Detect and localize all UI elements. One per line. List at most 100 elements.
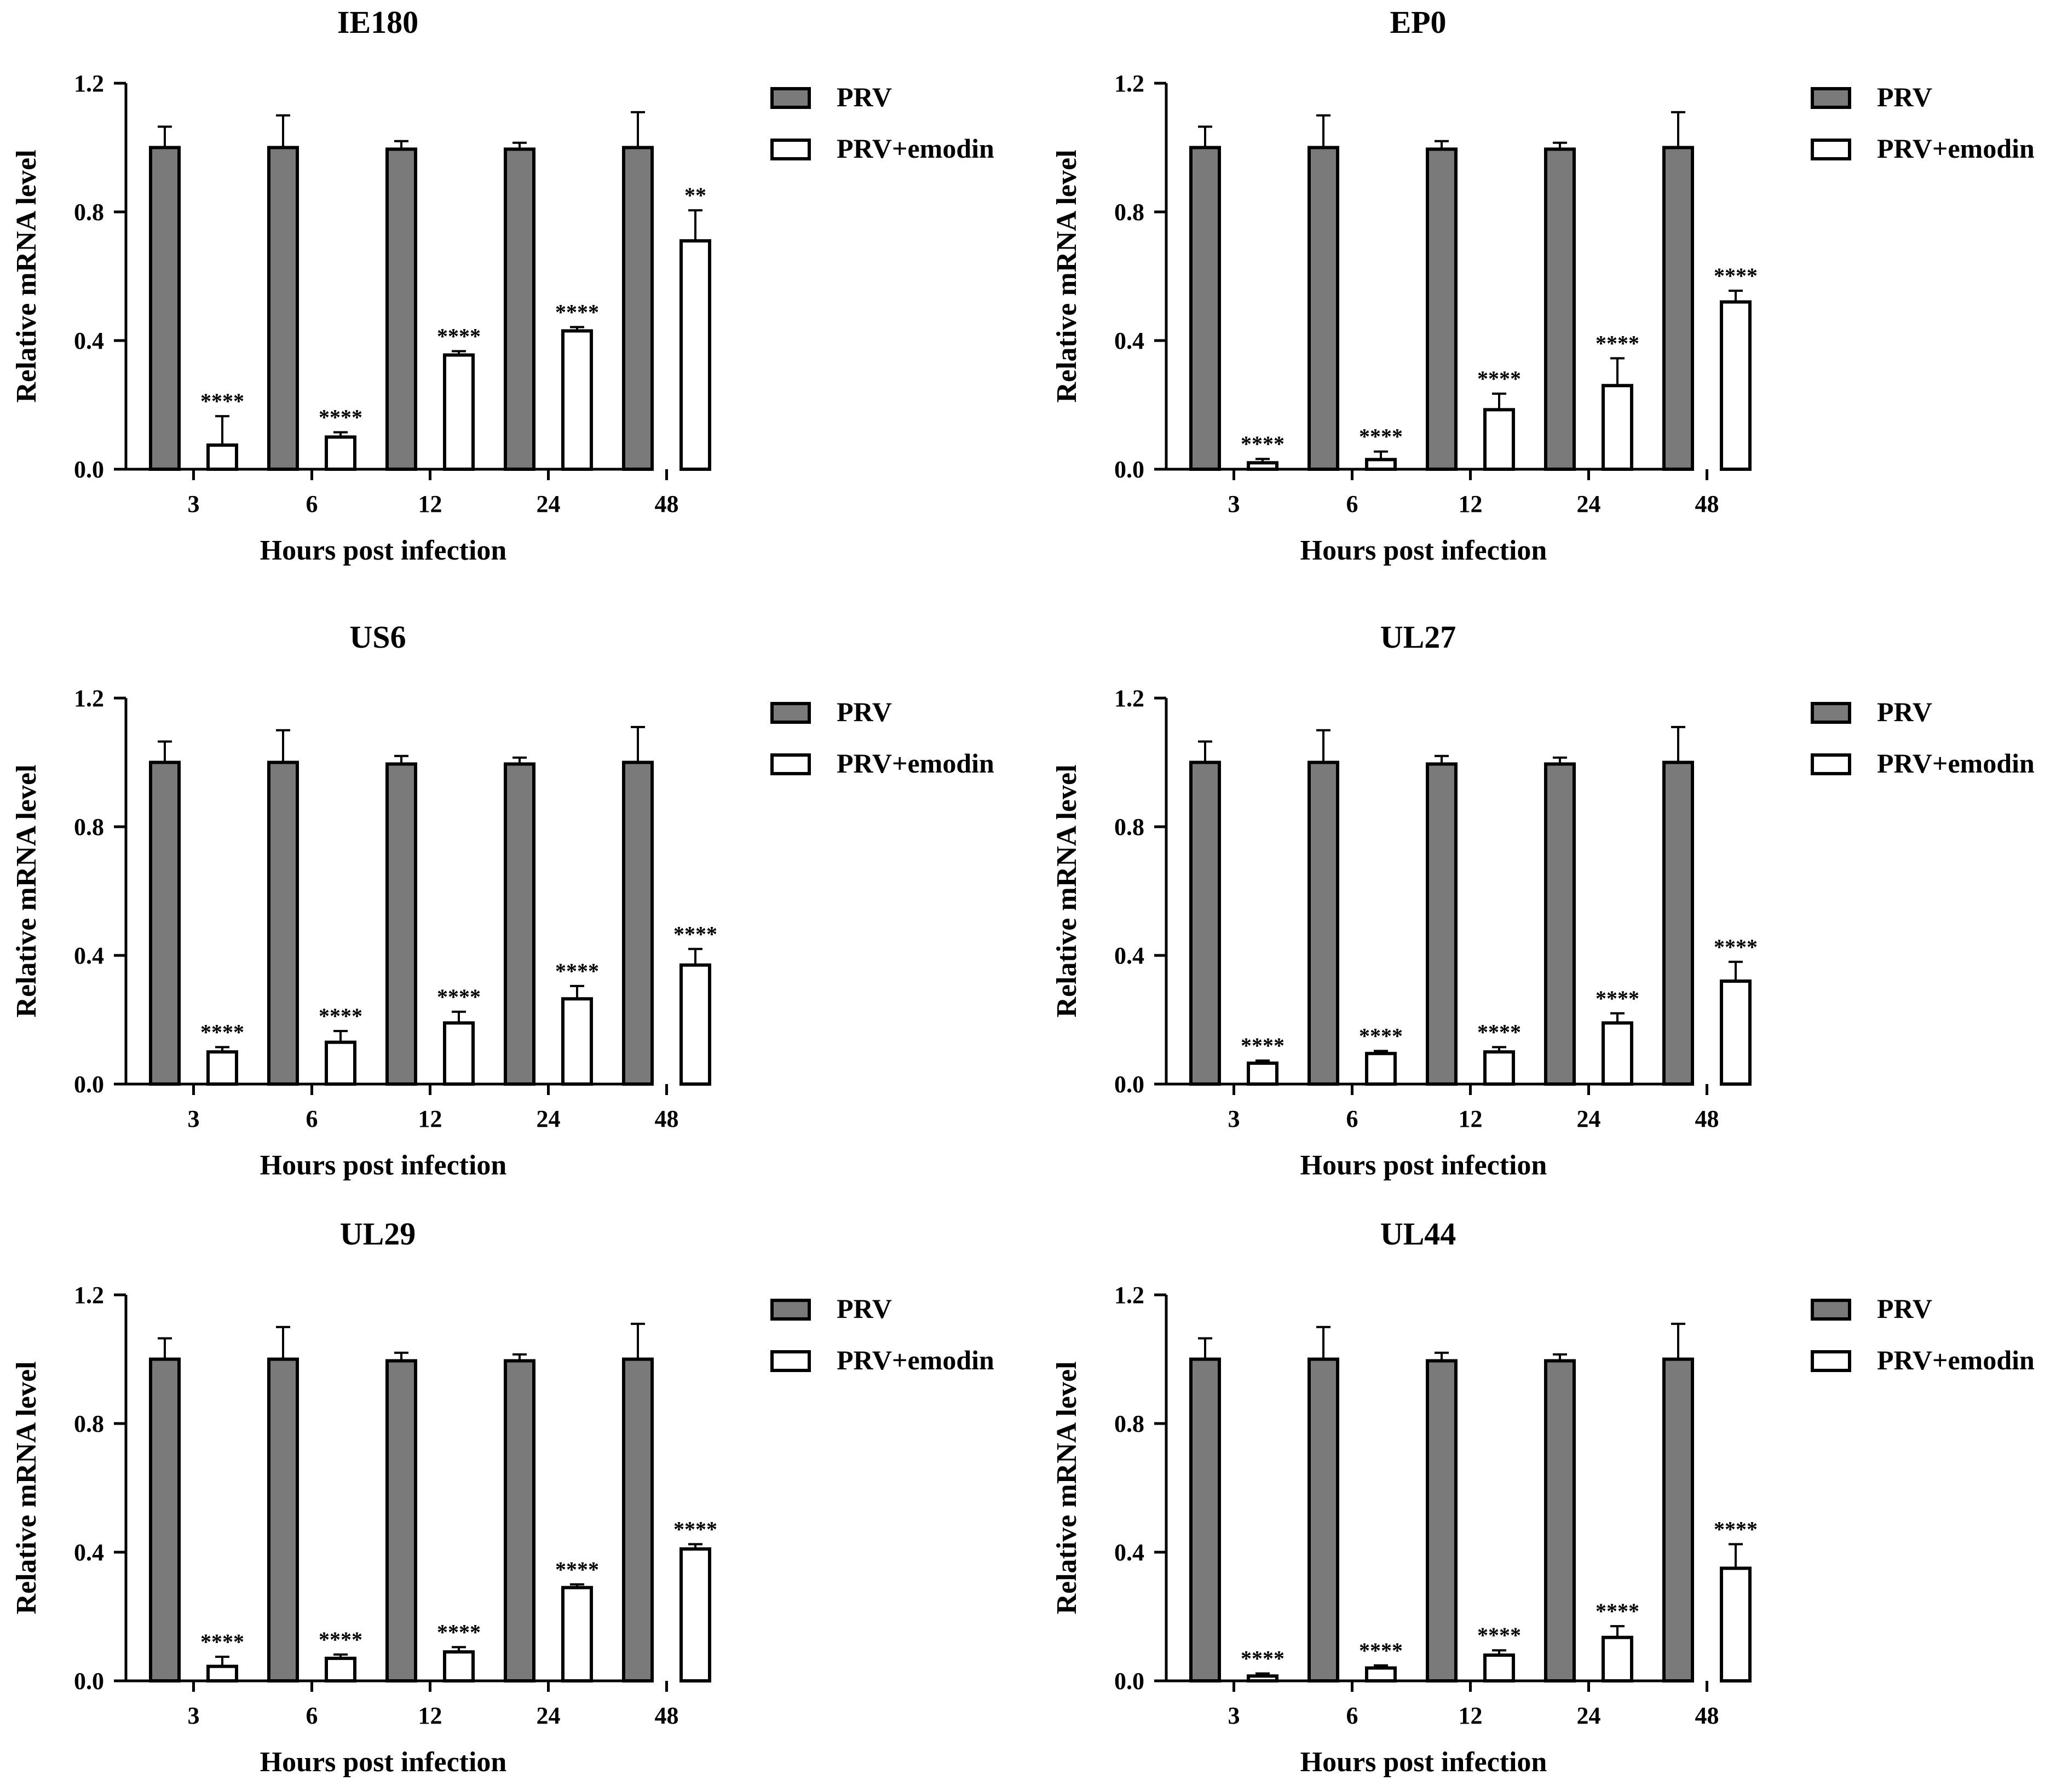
legend: PRV PRV+emodin <box>770 82 994 164</box>
legend-swatch-prv-emodin <box>1811 753 1851 775</box>
y-tick-label: 1.2 <box>1114 70 1144 97</box>
legend-swatch-prv-emodin <box>1811 139 1851 160</box>
legend-swatch-prv-emodin <box>770 753 811 775</box>
bar-prv-emodin <box>325 435 356 471</box>
bar-prv <box>1426 147 1458 471</box>
significance-label: **** <box>1477 1019 1521 1044</box>
x-tick-label: 3 <box>1228 1702 1240 1729</box>
y-tick-label: 0.0 <box>1114 456 1144 483</box>
significance-label: **** <box>1359 1638 1403 1663</box>
bar-prv-emodin <box>679 963 711 1086</box>
bar-prv-emodin <box>1247 461 1278 471</box>
legend-swatch-prv-emodin <box>770 1350 811 1372</box>
bar-prv-emodin <box>443 1021 475 1086</box>
bar-prv-emodin <box>679 239 711 471</box>
x-tick-label: 12 <box>418 1105 442 1132</box>
significance-label: ** <box>684 183 706 208</box>
significance-label: **** <box>555 299 599 324</box>
legend: PRV PRV+emodin <box>770 696 994 779</box>
bar-prv <box>149 1357 181 1682</box>
significance-label: **** <box>437 1620 481 1644</box>
y-tick-label: 0.0 <box>1114 1071 1144 1098</box>
chart-title: UL29 <box>340 1216 416 1252</box>
x-axis-label: Hours post infection <box>260 535 507 566</box>
x-tick-label: 48 <box>1695 491 1719 517</box>
y-axis-label: Relative mRNA level <box>1051 149 1082 402</box>
bar-prv <box>1662 760 1694 1086</box>
y-tick-label: 1.2 <box>74 1282 104 1309</box>
significance-label: **** <box>200 389 244 413</box>
bar-prv-emodin <box>679 1547 711 1682</box>
chart-panel-ul29: UL29 0.0 0.4 0.8 1.2 Relative mRNA level Hours… <box>11 1216 994 1778</box>
x-tick-label: 12 <box>418 1702 442 1729</box>
chart-panel-ul44: UL44 0.0 0.4 0.8 1.2 Relative mRNA level Hours… <box>1051 1216 2035 1778</box>
bar-prv <box>1189 146 1221 471</box>
y-tick-label: 0.0 <box>74 1668 104 1695</box>
chart-panel-ul27: UL27 0.0 0.4 0.8 1.2 Relative mRNA level Hours… <box>1051 619 2035 1181</box>
significance-label: **** <box>437 324 481 348</box>
y-tick-label: 1.2 <box>74 685 104 712</box>
bar-prv <box>1544 1359 1576 1682</box>
bar-prv <box>1426 1359 1458 1682</box>
significance-label: **** <box>555 959 599 983</box>
bar-prv <box>1308 1357 1339 1682</box>
legend-swatch-prv <box>1811 87 1851 109</box>
bar-prv <box>267 1357 299 1682</box>
bar-prv-emodin <box>325 1040 356 1086</box>
x-axis-label: Hours post infection <box>1300 1150 1547 1181</box>
legend: PRV PRV+emodin <box>1811 696 2035 779</box>
x-axis-label: Hours post infection <box>1300 1747 1547 1778</box>
legend-swatch-prv <box>1811 1299 1851 1321</box>
y-tick-label: 1.2 <box>1114 1282 1144 1309</box>
bar-prv <box>622 146 654 471</box>
y-tick-label: 0.4 <box>74 327 104 354</box>
significance-label: **** <box>1359 1023 1403 1048</box>
y-axis-label: Relative mRNA level <box>11 149 42 402</box>
bar-prv-emodin <box>206 1664 238 1682</box>
bar-prv-emodin <box>325 1656 356 1682</box>
chart-title: UL27 <box>1380 619 1456 655</box>
bar-prv <box>149 146 181 471</box>
bar-prv-emodin <box>1720 1566 1752 1682</box>
bar-prv <box>504 1359 535 1682</box>
x-tick-label: 24 <box>537 1702 561 1729</box>
bar-prv-emodin <box>561 1586 593 1682</box>
legend-swatch-prv <box>770 1299 811 1321</box>
x-axis-label: Hours post infection <box>260 1150 507 1181</box>
bar-prv-emodin <box>1602 1021 1633 1086</box>
y-tick-label: 0.0 <box>74 1071 104 1098</box>
bar-prv-emodin <box>206 1050 238 1086</box>
significance-label: **** <box>1241 1646 1285 1670</box>
x-tick-label: 24 <box>1577 1702 1601 1729</box>
bar-prv <box>1189 1357 1221 1682</box>
significance-label: **** <box>673 921 717 946</box>
bar-prv <box>267 760 299 1086</box>
y-axis-label: Relative mRNA level <box>1051 764 1082 1017</box>
significance-label: **** <box>1241 431 1285 456</box>
legend-swatch-prv-emodin <box>1811 1350 1851 1372</box>
y-tick-label: 0.4 <box>1114 942 1144 969</box>
bar-prv <box>1308 146 1339 471</box>
legend: PRV PRV+emodin <box>1811 1293 2035 1375</box>
significance-label: **** <box>1241 1033 1285 1058</box>
significance-label: **** <box>319 1627 362 1652</box>
bar-prv <box>1544 762 1576 1086</box>
x-tick-label: 12 <box>418 491 442 517</box>
significance-label: **** <box>200 1019 244 1044</box>
bar-prv-emodin <box>1365 1052 1397 1086</box>
bar-prv-emodin <box>1720 300 1752 471</box>
chart-panel-ie180: IE180 0.0 0.4 0.8 1.2 Relative mRNA level Hour… <box>11 4 994 566</box>
y-tick-label: 0.8 <box>1114 1410 1144 1437</box>
x-tick-label: 3 <box>188 1702 200 1729</box>
y-tick-label: 0.8 <box>1114 199 1144 226</box>
bar-prv <box>622 1357 654 1682</box>
x-tick-label: 24 <box>1577 1105 1601 1132</box>
bar-prv <box>385 147 417 471</box>
x-tick-label: 24 <box>537 1105 561 1132</box>
y-tick-label: 0.4 <box>1114 327 1144 354</box>
bar-prv <box>504 147 535 471</box>
chart-panel-us6: US6 0.0 0.4 0.8 1.2 Relative mRNA level Hours … <box>11 619 994 1181</box>
bar-prv <box>1189 760 1221 1086</box>
legend-swatch-prv <box>770 87 811 109</box>
chart-title: EP0 <box>1390 4 1446 40</box>
